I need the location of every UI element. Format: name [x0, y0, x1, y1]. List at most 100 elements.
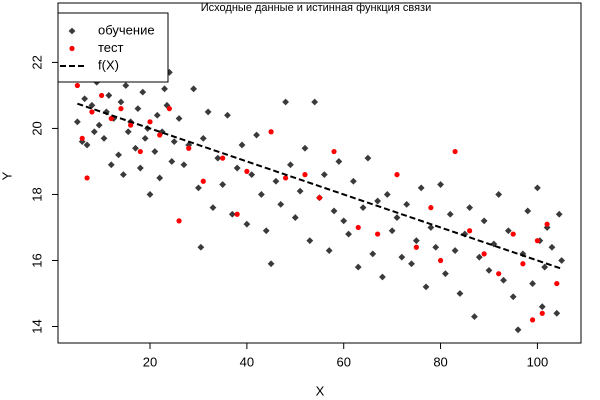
point [553, 309, 561, 317]
point [325, 247, 333, 254]
point [375, 231, 381, 237]
point [153, 111, 161, 119]
y-axis-label: Y [0, 171, 14, 180]
point [224, 111, 231, 119]
point [234, 211, 240, 217]
point [115, 151, 122, 159]
legend-symbol [69, 45, 75, 52]
plot-frame [57, 2, 582, 344]
point [408, 260, 415, 268]
point [209, 204, 217, 212]
x-axis-label: X [316, 383, 325, 398]
point [331, 148, 337, 155]
point [199, 134, 207, 142]
point [83, 141, 91, 149]
point [79, 135, 85, 141]
point [500, 276, 507, 284]
point [374, 197, 382, 205]
point [200, 178, 206, 184]
point [555, 210, 563, 218]
point [287, 161, 294, 169]
point [170, 138, 178, 146]
point [157, 132, 163, 138]
point [119, 171, 127, 179]
point [161, 85, 168, 93]
point [432, 243, 440, 251]
point [539, 310, 545, 316]
point [393, 214, 401, 221]
point [330, 207, 338, 215]
point [398, 253, 406, 261]
point [311, 98, 319, 106]
point [282, 98, 290, 106]
point [220, 155, 226, 161]
point [238, 141, 246, 149]
point [364, 154, 372, 162]
point [306, 237, 314, 245]
point [186, 145, 192, 151]
point [412, 237, 420, 245]
point [95, 121, 103, 129]
point [383, 191, 391, 198]
point [296, 187, 304, 195]
point [451, 247, 459, 254]
point [228, 210, 236, 218]
y-tick-label: 18 [29, 187, 44, 201]
legend-label: f(X) [98, 57, 119, 72]
point [369, 250, 377, 258]
point [467, 228, 473, 234]
point [146, 191, 154, 198]
point [244, 168, 250, 174]
point [541, 263, 549, 271]
point [544, 221, 550, 227]
point [272, 177, 280, 185]
point [156, 174, 164, 182]
x-tick-label: 100 [527, 354, 549, 369]
point [100, 134, 108, 142]
point [136, 164, 144, 172]
point [283, 175, 289, 181]
point [108, 115, 114, 122]
point [248, 171, 256, 179]
point [257, 191, 265, 198]
point [204, 108, 212, 116]
point [510, 231, 516, 237]
point [233, 164, 241, 172]
point [427, 224, 435, 231]
point [529, 280, 536, 287]
point [524, 207, 532, 215]
point [320, 171, 328, 179]
point [495, 191, 503, 198]
point [105, 92, 113, 99]
point [316, 195, 323, 201]
point [403, 200, 411, 208]
legend-label: обучение [98, 22, 155, 37]
point [301, 144, 309, 152]
y-tick-label: 14 [29, 319, 44, 333]
point [485, 266, 493, 274]
point [90, 128, 98, 136]
point [214, 154, 222, 162]
function-line [77, 102, 562, 270]
point [437, 181, 444, 188]
point [529, 317, 536, 323]
point [471, 313, 478, 320]
point [558, 257, 566, 264]
point [355, 224, 361, 231]
point [132, 144, 139, 152]
point [461, 230, 469, 238]
point [466, 204, 474, 212]
point [417, 184, 425, 192]
point [267, 260, 275, 268]
y-tick-label: 22 [29, 55, 44, 69]
point [354, 263, 362, 271]
point [379, 273, 386, 281]
point [137, 148, 143, 155]
point [81, 95, 89, 103]
point [73, 118, 81, 126]
point [509, 293, 517, 301]
point [422, 283, 430, 291]
point [107, 161, 115, 169]
point [180, 161, 188, 169]
point [98, 92, 105, 99]
